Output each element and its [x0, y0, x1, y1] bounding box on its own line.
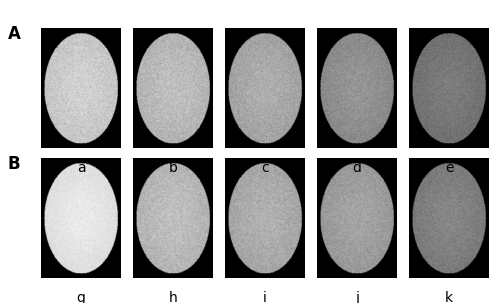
Text: g: g: [76, 291, 86, 303]
Text: k: k: [445, 291, 453, 303]
Text: c: c: [261, 161, 269, 175]
Text: e: e: [445, 161, 454, 175]
Text: b: b: [168, 161, 177, 175]
Text: h: h: [168, 291, 177, 303]
Text: i: i: [263, 291, 267, 303]
Text: a: a: [76, 161, 86, 175]
Text: A: A: [8, 25, 20, 43]
Text: B: B: [8, 155, 20, 173]
Text: j: j: [355, 291, 359, 303]
Text: d: d: [352, 161, 362, 175]
